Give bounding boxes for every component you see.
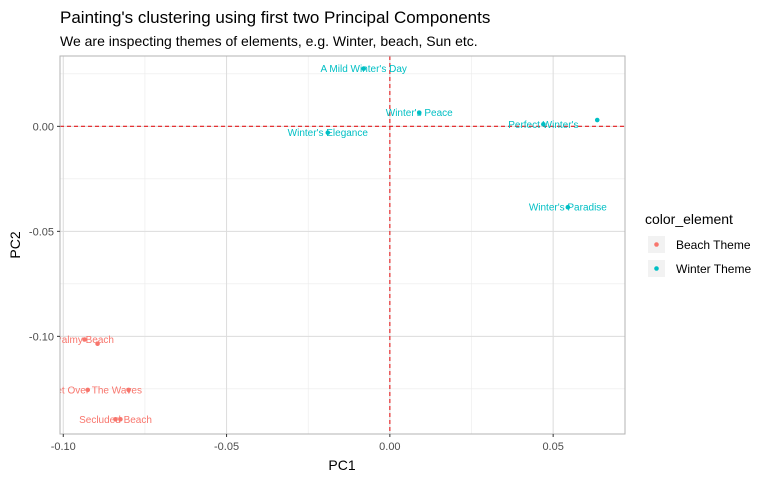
chart-subtitle: We are inspecting themes of elements, e.… — [60, 33, 478, 49]
x-tick-label: 0.00 — [379, 441, 400, 453]
data-point — [95, 341, 100, 347]
legend-key-marker — [654, 266, 659, 271]
x-tick-label: 0.05 — [542, 441, 563, 453]
point-label: A Mild Winter's Day — [321, 64, 407, 75]
data-point — [113, 417, 118, 422]
axis-ticks: -0.10 -0.05 0.00 0.05 0.00 -0.05 -0.10 — [29, 121, 564, 453]
data-point — [85, 387, 91, 393]
x-tick-label: -0.05 — [214, 441, 239, 453]
data-points — [82, 66, 600, 422]
point-label: Winter's Paradise — [529, 203, 607, 214]
point-label: Sunset Over The Waves — [34, 385, 142, 396]
data-point — [416, 110, 422, 115]
data-point — [325, 130, 331, 135]
y-axis-title: PC2 — [7, 231, 23, 258]
data-point — [361, 66, 367, 71]
data-point — [126, 387, 131, 393]
reference-lines — [60, 56, 625, 434]
y-tick-label: -0.10 — [29, 331, 54, 343]
x-axis-title: PC1 — [328, 457, 355, 473]
y-tick-label: -0.05 — [29, 226, 54, 238]
point-label: Palmy Beach — [55, 335, 114, 346]
legend-key-marker — [654, 242, 659, 247]
legend-label: Beach Theme — [676, 238, 751, 252]
plot-panel-background — [60, 56, 625, 434]
chart-title: Painting's clustering using first two Pr… — [60, 8, 490, 27]
legend-title: color_element — [645, 211, 733, 227]
data-point — [565, 204, 571, 210]
y-tick-label: 0.00 — [33, 121, 54, 133]
point-label: Winter's Peace — [386, 108, 453, 119]
data-point — [594, 117, 600, 123]
point-labels: Palmy Beach Sunset Over The Waves Secluded… — [34, 64, 607, 426]
x-tick-label: -0.10 — [51, 441, 76, 453]
legend-label: Winter Theme — [676, 262, 751, 276]
data-point — [82, 337, 87, 342]
point-label: Secluded Beach — [79, 415, 152, 426]
point-label: Winter's Elegance — [288, 128, 369, 139]
legend: color_element Beach Theme Winter Theme — [645, 211, 751, 277]
data-point — [118, 417, 123, 422]
data-point — [541, 121, 546, 127]
plot-panel-border — [59, 55, 626, 435]
point-label: Perfect Winter's — [508, 120, 578, 131]
